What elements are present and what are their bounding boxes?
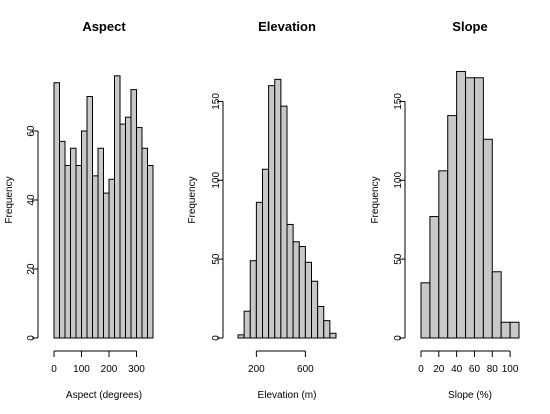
histogram-bar: [492, 272, 501, 338]
x-axis-slope: 0 20 40 60 80 100: [418, 351, 519, 375]
y-axis-elevation: 0 50 100 150: [211, 93, 223, 341]
histogram-bar: [474, 78, 483, 338]
histogram-bar: [324, 321, 330, 338]
histogram-bar: [305, 262, 311, 338]
histogram-bar: [281, 106, 287, 338]
x-axis-label-slope: Slope (%): [448, 390, 492, 401]
x-axis-label-aspect: Aspect (degrees): [66, 390, 142, 401]
x-tick-label: 300: [128, 364, 145, 375]
y-tick-label: 60: [26, 125, 37, 137]
x-tick-label: 600: [297, 364, 314, 375]
y-tick-label: 150: [393, 93, 404, 110]
histogram-bar: [483, 139, 492, 338]
y-tick-label: 0: [26, 335, 37, 341]
x-tick-label: 100: [73, 364, 90, 375]
histogram-bar: [275, 79, 281, 338]
histogram-bar: [98, 148, 104, 338]
histogram-bar: [250, 261, 256, 338]
histogram-bar: [65, 166, 71, 339]
histogram-bar: [421, 283, 430, 338]
histogram-bar: [82, 131, 88, 338]
histogram-bar: [263, 169, 269, 338]
histogram-bar: [466, 78, 475, 338]
histogram-bar: [330, 333, 336, 338]
histogram-bar: [439, 171, 448, 338]
x-tick-label: 100: [502, 364, 519, 375]
histogram-bar: [142, 148, 148, 338]
histogram-bar: [104, 193, 110, 338]
histogram-bar: [244, 311, 250, 338]
histogram-bar: [71, 148, 77, 338]
histogram-bar: [54, 83, 60, 338]
panel-slope: Slope Slope (%) Frequency 0 20 40 60 80 100 0…: [370, 19, 519, 401]
histogram-bar: [109, 179, 115, 338]
x-tick-label: 60: [469, 364, 481, 375]
y-axis-label-slope: Frequency: [370, 176, 381, 223]
y-axis-label-aspect: Frequency: [4, 176, 15, 223]
histogram-bar: [76, 166, 82, 339]
histogram-bar: [120, 124, 126, 338]
histogram-bar: [238, 335, 244, 338]
y-tick-label: 150: [211, 93, 222, 110]
histogram-bar: [93, 176, 99, 338]
panel-aspect: Aspect Aspect (degrees) Frequency 0 100 20…: [4, 19, 153, 401]
histogram-bar: [137, 128, 143, 338]
panel-title-elevation: Elevation: [258, 19, 316, 34]
y-axis-aspect: 0 20 40 60: [26, 125, 38, 341]
x-axis-label-elevation: Elevation (m): [258, 390, 317, 401]
y-tick-label: 100: [393, 172, 404, 189]
y-tick-label: 50: [211, 253, 222, 265]
panel-title-slope: Slope: [452, 19, 487, 34]
x-axis-elevation: 200 600: [248, 351, 314, 375]
x-axis-aspect: 0 100 200 300: [51, 351, 145, 375]
histogram-bar: [148, 166, 154, 339]
y-tick-label: 20: [26, 263, 37, 275]
histogram-bar: [60, 141, 66, 338]
bars-slope: [421, 71, 519, 338]
panel-elevation: Elevation Elevation (m) Frequency 200 600…: [187, 19, 336, 401]
histogram-bar: [501, 322, 510, 338]
x-tick-label: 0: [51, 364, 57, 375]
histogram-bar: [510, 322, 519, 338]
x-tick-label: 80: [487, 364, 499, 375]
histogram-bar: [293, 242, 299, 338]
histogram-bar: [312, 281, 318, 338]
histogram-bar: [299, 247, 305, 338]
histogram-bar: [131, 90, 137, 338]
histogram-bar: [269, 86, 275, 338]
panel-title-aspect: Aspect: [82, 19, 126, 34]
histogram-bar: [287, 224, 293, 338]
y-axis-slope: 0 50 100 150: [393, 93, 405, 341]
histogram-bar: [115, 76, 121, 338]
histogram-bar: [318, 306, 324, 338]
histogram-bar: [457, 71, 466, 338]
histogram-bar: [87, 97, 93, 339]
y-tick-label: 100: [211, 172, 222, 189]
histogram-bar: [430, 217, 439, 338]
x-tick-label: 40: [451, 364, 463, 375]
histogram-bar: [448, 116, 457, 338]
x-tick-label: 200: [101, 364, 118, 375]
histogram-bar: [126, 117, 132, 338]
y-tick-label: 0: [393, 335, 404, 341]
x-tick-label: 200: [248, 364, 265, 375]
bars-aspect: [54, 76, 153, 338]
y-tick-label: 0: [211, 335, 222, 341]
x-tick-label: 0: [418, 364, 424, 375]
y-tick-label: 50: [393, 253, 404, 265]
histogram-bar: [256, 202, 262, 338]
x-tick-label: 20: [433, 364, 445, 375]
y-axis-label-elevation: Frequency: [187, 176, 198, 223]
bars-elevation: [238, 79, 336, 338]
y-tick-label: 40: [26, 194, 37, 206]
